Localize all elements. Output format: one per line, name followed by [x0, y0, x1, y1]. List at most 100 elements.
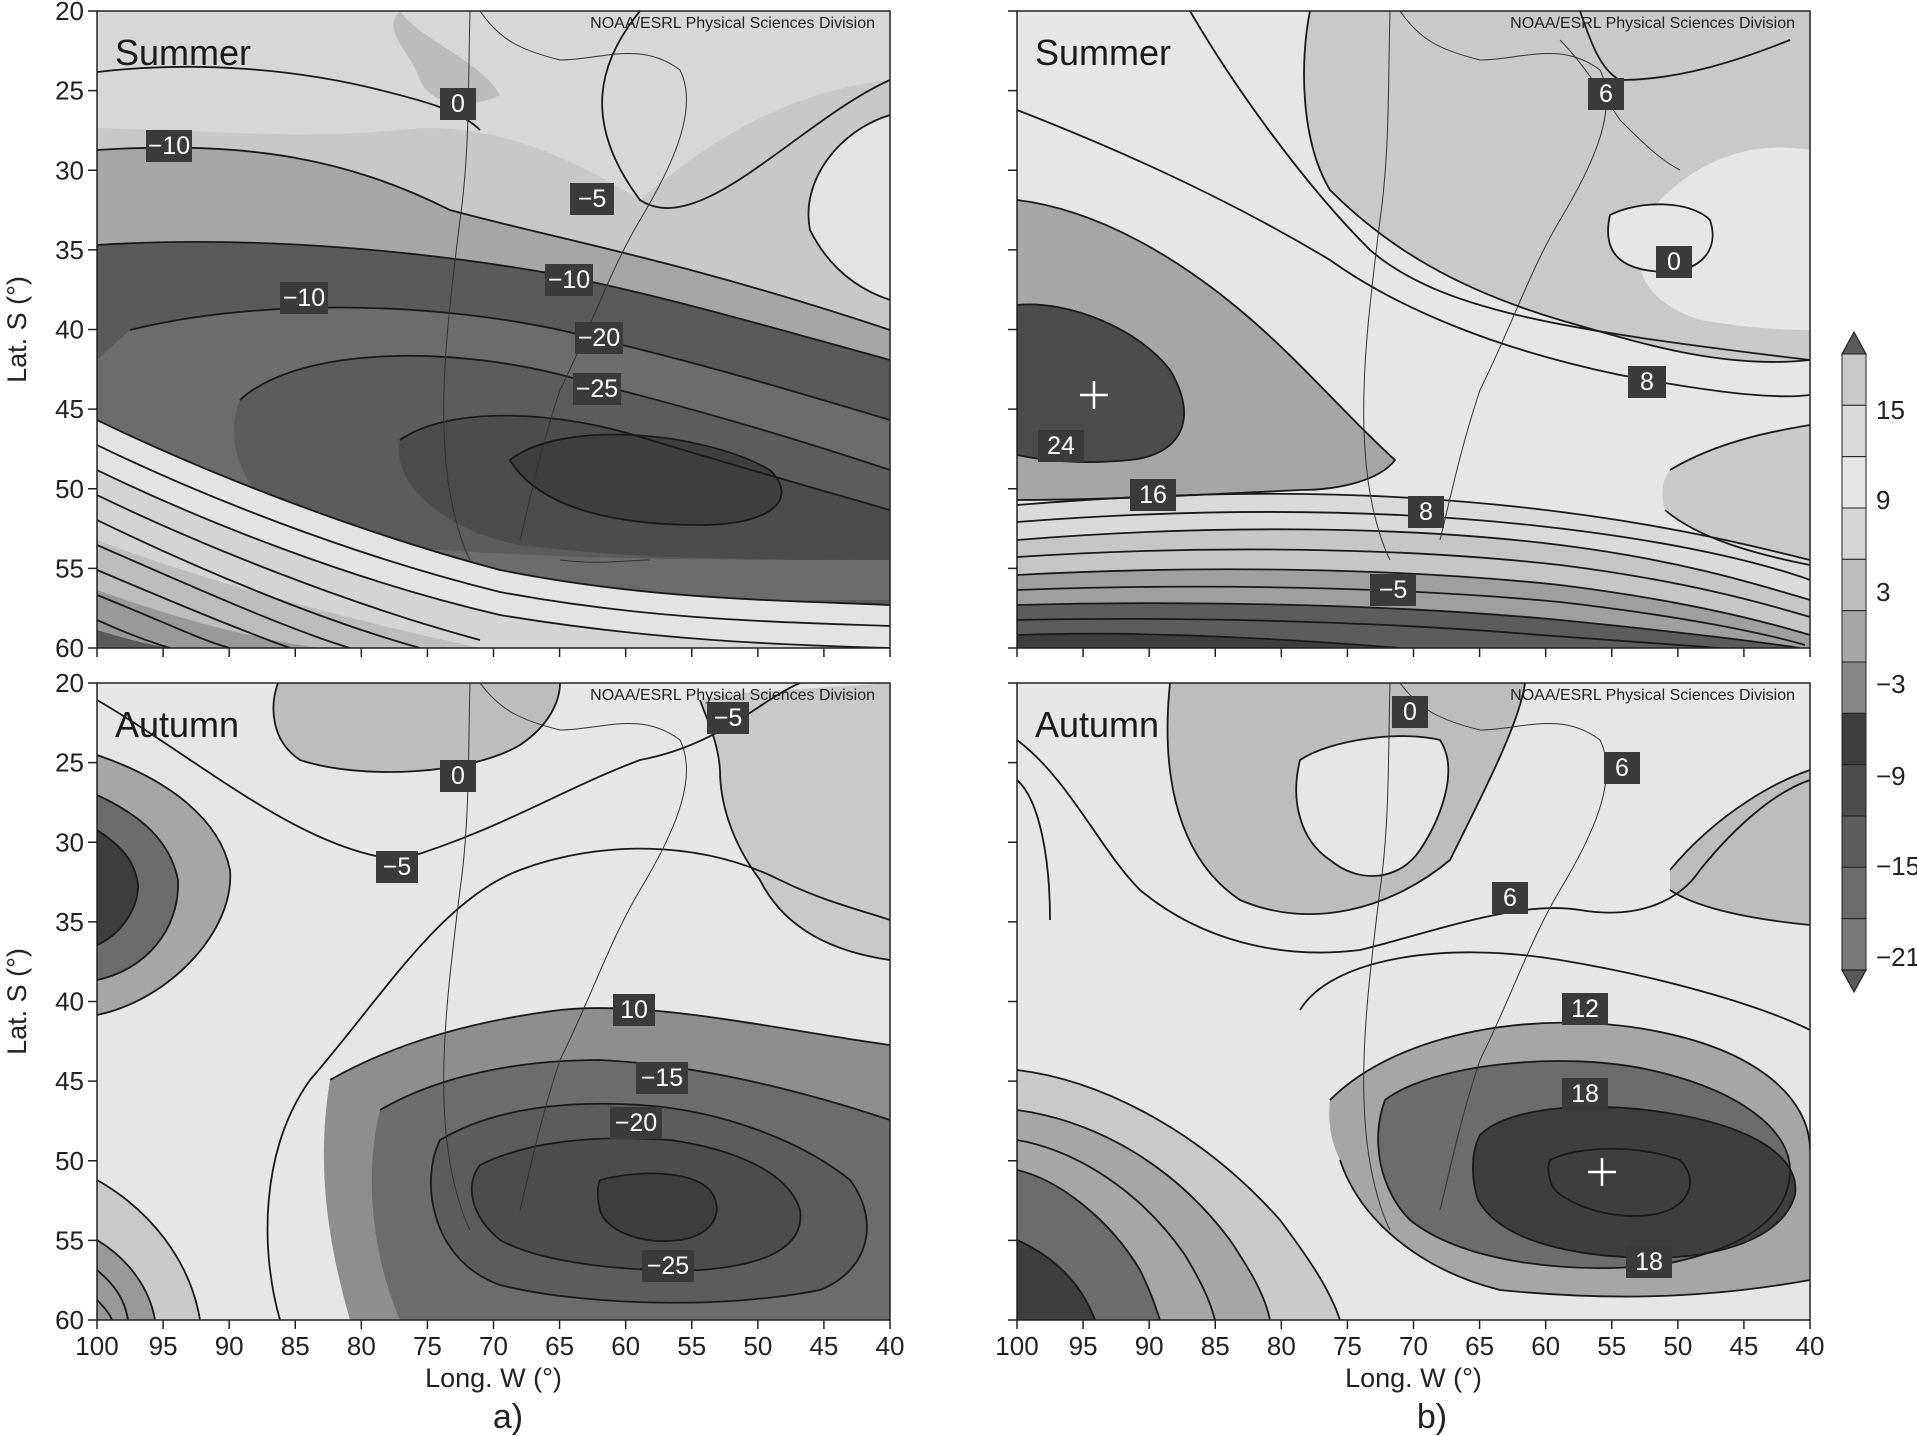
contour-fill-a-autumn: [97, 683, 890, 1320]
contour-label: −20: [575, 322, 623, 354]
x-tick-label: 45: [1729, 1331, 1758, 1361]
colorbar-segment: [1841, 712, 1867, 766]
x-tick-label: 90: [1135, 1331, 1164, 1361]
svg-text:−5: −5: [1379, 576, 1408, 604]
x-tick-label: 65: [545, 1331, 574, 1361]
contour-label: 8: [1628, 366, 1666, 398]
x-tick-label: 40: [1796, 1331, 1825, 1361]
y-tick-label: 60: [55, 1305, 84, 1335]
contour-label: −5: [707, 702, 749, 734]
season-label-b-summer: Summer: [1035, 32, 1171, 73]
colorbar-segment: [1841, 507, 1867, 560]
contour-label: −10: [146, 130, 192, 162]
y-tick-label: 25: [55, 748, 84, 778]
svg-text:8: 8: [1419, 498, 1433, 526]
svg-text:−20: −20: [578, 324, 620, 352]
colorbar-segment: [1841, 610, 1867, 663]
y-tick-label: 20: [55, 0, 84, 26]
x-tick-label: 100: [75, 1331, 118, 1361]
svg-text:−15: −15: [641, 1064, 683, 1092]
panel-letter-b: b): [1417, 1398, 1447, 1436]
svg-text:0: 0: [1667, 248, 1681, 276]
svg-text:12: 12: [1571, 995, 1599, 1023]
colorbar-segment: [1841, 353, 1867, 406]
colorbar-label: −15: [1876, 851, 1917, 881]
contour-label: 16: [1130, 479, 1176, 511]
svg-text:−10: −10: [148, 132, 190, 160]
contour-label: 0: [1656, 246, 1692, 278]
colorbar-segment: [1841, 764, 1867, 817]
contour-fill-b-summer: [1017, 11, 1810, 648]
contour-label: −10: [545, 264, 593, 296]
colorbar-segment: [1841, 456, 1867, 509]
x-tick-label: 85: [1201, 1331, 1230, 1361]
contour-fill-b-autumn: [1017, 683, 1810, 1320]
panel-a-autumn: NOAA/ESRL Physical Sciences Division Aut…: [96, 682, 891, 1321]
credit-a-summer: NOAA/ESRL Physical Sciences Division: [590, 15, 875, 32]
svg-text:6: 6: [1599, 80, 1613, 108]
panel-a-summer: NOAA/ESRL Physical Sciences Division Sum…: [96, 10, 891, 649]
x-axis-title: Long. W (°): [1345, 1363, 1482, 1393]
colorbar: 15 9 3 −3 −9 −15 −21: [1840, 330, 1917, 994]
y-tick-label: 55: [55, 553, 84, 583]
contour-label: −10: [280, 282, 328, 314]
y-axis-title: Lat. S (°): [2, 276, 32, 383]
svg-text:18: 18: [1635, 1248, 1663, 1276]
svg-text:18: 18: [1571, 1080, 1599, 1108]
svg-text:−25: −25: [576, 375, 618, 403]
y-tick-label: 25: [55, 76, 84, 106]
y-tick-label: 35: [55, 235, 84, 265]
x-tick-label: 70: [1399, 1331, 1428, 1361]
contour-label: 12: [1562, 993, 1608, 1025]
colorbar-min-arrow: [1840, 969, 1868, 994]
contour-label: 0: [440, 760, 476, 792]
x-tick-label: 65: [1465, 1331, 1494, 1361]
panel-letter-a: a): [493, 1398, 523, 1436]
colorbar-max-arrow: [1840, 330, 1868, 355]
contour-label: 6: [1492, 882, 1528, 914]
max-marker-b-summer: [1080, 381, 1108, 409]
credit-b-autumn: NOAA/ESRL Physical Sciences Division: [1510, 687, 1795, 704]
contour-labels-b-summer: 6 0 8 24 16 8 −5: [1038, 78, 1692, 606]
x-tick-label: 80: [347, 1331, 376, 1361]
y-tick-label: 40: [55, 315, 84, 345]
contour-label: 0: [1392, 696, 1428, 728]
svg-text:16: 16: [1139, 481, 1167, 509]
x-tick-label: 100: [995, 1331, 1038, 1361]
contour-labels-b-autumn: 0 6 6 12 18 18: [1392, 696, 1672, 1278]
y-tick-label: 50: [55, 1146, 84, 1176]
contour-fill-a-summer: [97, 11, 890, 648]
contour-label: 10: [613, 994, 655, 1026]
svg-text:−25: −25: [647, 1252, 689, 1280]
contour-label: −5: [376, 851, 418, 883]
contour-labels-a-summer: 0 −10 −5 −10 −10 −20 −25: [146, 88, 623, 405]
svg-text:−10: −10: [548, 266, 590, 294]
contour-label: −20: [610, 1107, 662, 1139]
credit-a-autumn: NOAA/ESRL Physical Sciences Division: [590, 687, 875, 704]
x-tick-label: 45: [809, 1331, 838, 1361]
x-tick-label: 95: [1069, 1331, 1098, 1361]
contour-label: 18: [1562, 1078, 1608, 1110]
x-tick-label: 95: [149, 1331, 178, 1361]
colorbar-label: 9: [1876, 485, 1890, 515]
x-tick-label: 90: [215, 1331, 244, 1361]
contour-label: 24: [1038, 430, 1084, 462]
y-tick-label: 55: [55, 1225, 84, 1255]
x-tick-label: 60: [611, 1331, 640, 1361]
contour-label: −5: [1370, 574, 1416, 606]
x-axis-title: Long. W (°): [425, 1363, 562, 1393]
svg-text:−10: −10: [283, 284, 325, 312]
colorbar-segment: [1841, 558, 1867, 612]
x-tick-label: 55: [1597, 1331, 1626, 1361]
contour-label: 6: [1604, 752, 1640, 784]
y-tick-label: 50: [55, 474, 84, 504]
svg-text:−5: −5: [578, 185, 607, 213]
x-tick-label: 50: [1663, 1331, 1692, 1361]
y-tick-label: 30: [55, 827, 84, 857]
x-tick-label: 50: [743, 1331, 772, 1361]
colorbar-segment: [1841, 661, 1867, 714]
credit-b-summer: NOAA/ESRL Physical Sciences Division: [1510, 15, 1795, 32]
colorbar-segment: [1841, 404, 1867, 458]
